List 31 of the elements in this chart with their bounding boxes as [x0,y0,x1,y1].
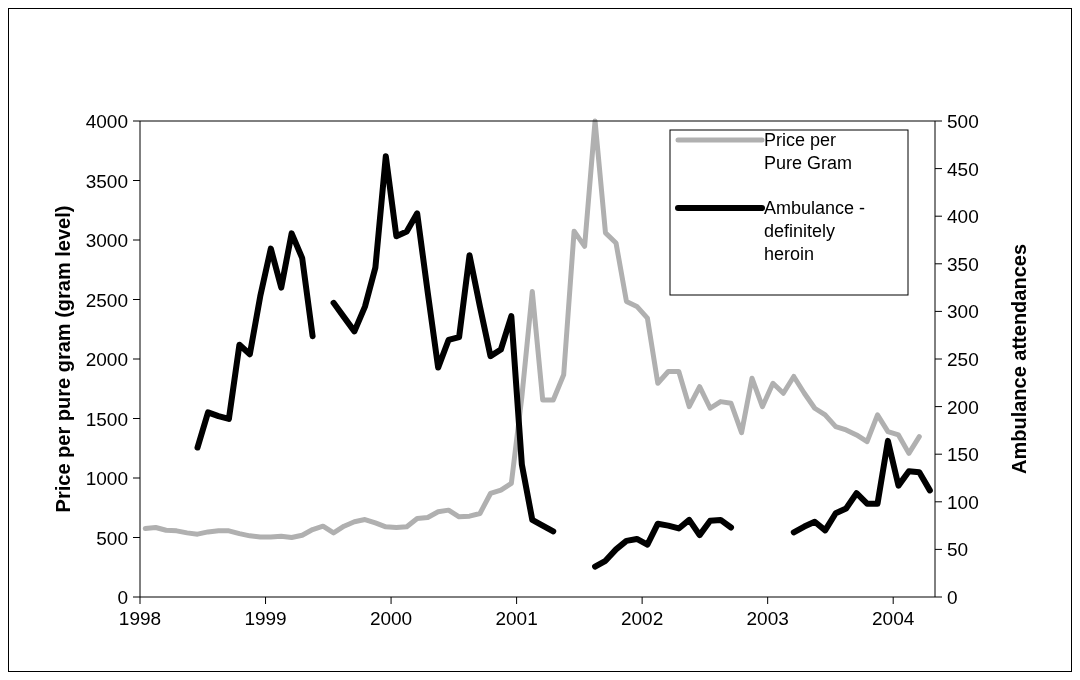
y2-tick-label: 250 [947,349,979,370]
y-tick-label: 2000 [85,349,128,370]
x-tick-label: 2003 [746,608,789,629]
y-tick-label: 3000 [85,230,128,251]
y-tick-label: 500 [96,527,128,549]
y2-tick-label: 50 [947,539,969,561]
y-tick-label: 4000 [85,111,128,132]
legend-label: Price per Pure Gram [764,130,853,173]
y2-axis-title: Ambulance attendances [1008,243,1030,475]
x-tick-label: 2004 [872,608,915,629]
y-tick-label: 1000 [85,468,128,489]
y2-tick-label: 500 [947,111,979,132]
x-tick-label: 2000 [369,608,413,629]
y2-tick-label: 450 [947,158,979,180]
y2-tick-label: 300 [947,301,979,323]
y2-tick-label: 150 [947,444,979,466]
y-tick-label: 0 [117,587,128,608]
x-tick-label: 2002 [620,608,664,629]
y-tick-label: 1500 [85,408,128,430]
y-axis-title: Price per pure gram (gram level) [52,205,74,513]
x-tick-label: 1999 [244,608,287,629]
y2-tick-label: 200 [947,396,979,418]
x-tick-label: 2001 [495,608,538,629]
x-tick-label: 1998 [118,608,162,629]
y2-tick-label: 0 [947,587,958,608]
legend-label: Ambulance - definitely heroin [764,198,866,264]
y2-tick-label: 100 [947,491,979,513]
y-tick-label: 2500 [85,289,128,311]
y2-tick-label: 400 [947,206,979,228]
y2-tick-label: 350 [947,253,979,275]
y-tick-label: 3500 [85,170,128,192]
